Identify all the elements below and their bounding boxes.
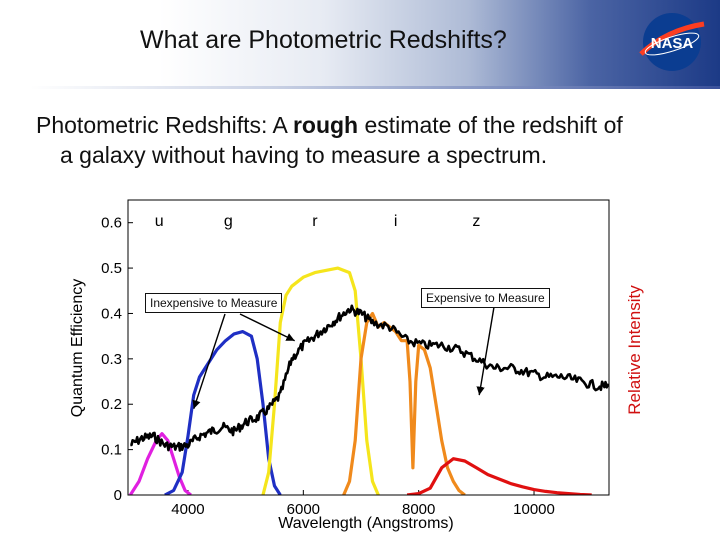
annotation-inexpensive: Inexpensive to Measure <box>145 293 283 313</box>
x-tick-label: 10000 <box>513 501 555 518</box>
band-label-r: r <box>312 213 318 230</box>
band-label-i: i <box>394 213 398 230</box>
body-text: Photometric Redshifts: A rough estimate … <box>36 110 716 170</box>
series-line-u <box>128 432 192 495</box>
x-tick-label: 8000 <box>402 501 435 518</box>
body-text-part1: Photometric Redshifts: A <box>36 112 293 138</box>
band-label-z: z <box>472 213 480 230</box>
y-tick-label: 0.4 <box>101 305 122 322</box>
x-axis-label: Wavelength (Angstroms) <box>278 515 453 532</box>
series-line-z <box>406 457 592 495</box>
y-tick-label: 0 <box>114 487 122 504</box>
y-tick-label: 0.2 <box>101 396 122 413</box>
y-tick-label: 0.1 <box>101 442 122 459</box>
band-label-g: g <box>224 213 233 230</box>
nasa-logo: NASA <box>639 13 705 71</box>
y-tick-label: 0.5 <box>101 260 122 277</box>
body-text-emphasis: rough <box>292 112 359 138</box>
series-line-i <box>342 311 466 495</box>
y-axis-label: Quantum Efficiency <box>69 279 86 417</box>
tick-labels: 0 0.1 0.2 0.3 0.4 0.5 0.6 4000 6000 8000 10000 <box>101 215 555 518</box>
plot-frame <box>127 199 610 496</box>
header-rule <box>30 86 720 89</box>
annotation-expensive: Expensive to Measure <box>421 288 550 308</box>
header-band <box>0 0 720 88</box>
x-tick-label: 6000 <box>287 501 320 518</box>
body-text-line2: a galaxy without having to measure a spe… <box>60 142 548 168</box>
filter-chart: u g r i z 0 0.1 0.2 0.3 0.4 0.5 0.6 4000 6000 8000 100… <box>69 199 644 532</box>
annotation-arrow <box>239 313 295 342</box>
series-line-r <box>261 266 380 495</box>
band-label-u: u <box>155 213 164 230</box>
body-text-part2: estimate of the redshift of <box>358 112 623 138</box>
annotation-arrows <box>192 306 495 409</box>
nasa-logo-orbit <box>644 32 700 56</box>
annotation-arrow <box>192 313 226 409</box>
y-tick-label: 0.3 <box>101 351 122 368</box>
nasa-logo-text: NASA <box>651 35 694 52</box>
annotation-arrow <box>476 306 495 396</box>
series-line-galaxy-spectrum <box>130 304 609 452</box>
series-layer <box>128 266 609 495</box>
x-tick-label: 4000 <box>171 501 204 518</box>
slide-title: What are Photometric Redshifts? <box>140 26 507 54</box>
y-axis-right-label: Relative Intensity <box>625 285 644 415</box>
y-tick-label: 0.6 <box>101 215 122 232</box>
